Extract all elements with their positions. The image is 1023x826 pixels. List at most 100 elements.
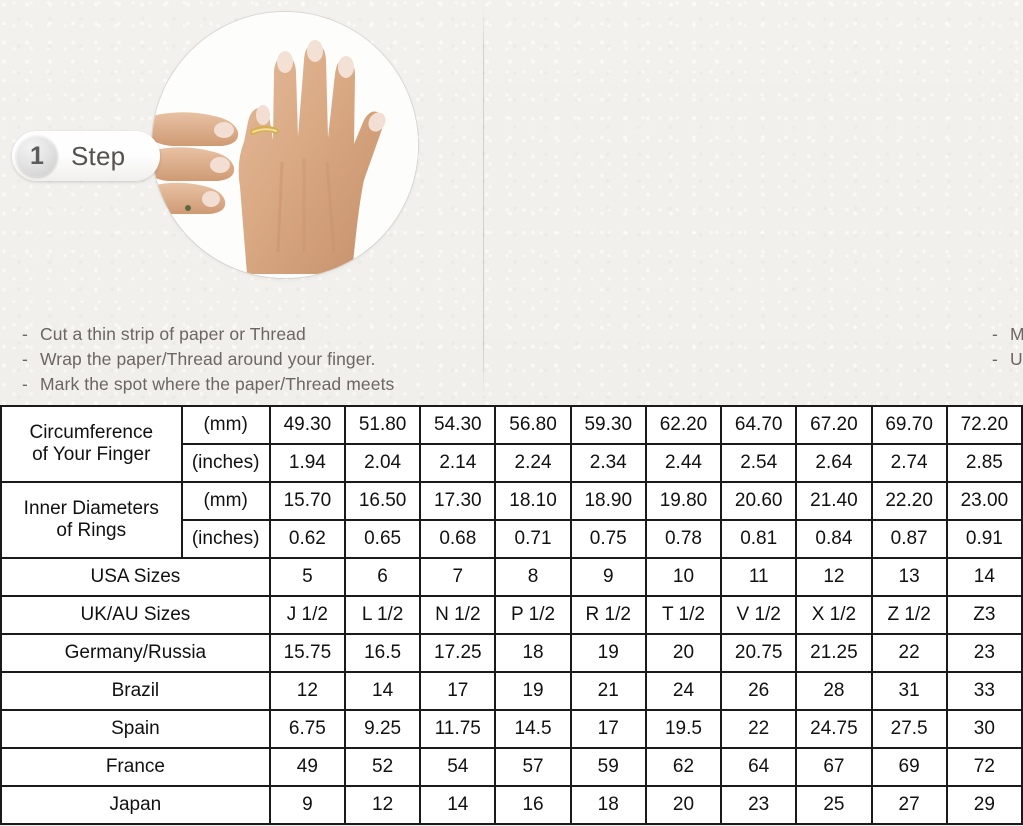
cell: 6 xyxy=(343,557,422,597)
step-1-panel: 1 Step - Cut a thin strip of paper or Th… xyxy=(0,0,483,404)
cell: P 1/2 xyxy=(494,595,572,635)
cell: 11.75 xyxy=(419,709,497,749)
cell: 12 xyxy=(268,671,346,711)
row-label-germany-russia: Germany/Russia xyxy=(0,633,271,673)
row-label-line-2: of Rings xyxy=(56,520,127,541)
step-2-instructions: - Measure the length of the thread with … xyxy=(992,322,1023,372)
cell: 20.60 xyxy=(720,481,798,521)
cell: 49 xyxy=(268,747,346,787)
cell: 2.64 xyxy=(795,443,873,483)
cell: 59 xyxy=(569,747,647,787)
cell: 6.75 xyxy=(268,709,346,749)
unit-cell-inches: (inches) xyxy=(180,519,271,559)
cell: 0.71 xyxy=(494,519,572,559)
table-row-circumference-inches: (inches) 1.94 2.04 2.14 2.24 2.34 2.44 2… xyxy=(1,443,1023,483)
cell: 24.75 xyxy=(795,709,873,749)
row-label-line-1: Inner Diameters xyxy=(23,498,159,519)
cell: 19 xyxy=(569,633,647,673)
cell: 2.74 xyxy=(870,443,948,483)
cell: 11 xyxy=(720,557,798,597)
cell: 0.62 xyxy=(268,519,346,559)
cell: 0.75 xyxy=(569,519,647,559)
cell: R 1/2 xyxy=(569,595,647,635)
cell: 62 xyxy=(644,747,723,787)
cell: 1.94 xyxy=(268,443,346,483)
instruction-line: - Measure the length of the thread with … xyxy=(992,322,1023,347)
cell: 2.04 xyxy=(343,443,422,483)
cell: 2.44 xyxy=(644,443,723,483)
cell: 69.70 xyxy=(870,405,948,445)
cell: 62.20 xyxy=(644,405,723,445)
cell: J 1/2 xyxy=(268,595,346,635)
cell: 57 xyxy=(494,747,572,787)
cell: 33 xyxy=(945,671,1023,711)
step-1-instructions: - Cut a thin strip of paper or Thread - … xyxy=(22,322,477,397)
instruction-text: Mark the spot where the paper/Thread mee… xyxy=(40,374,395,394)
cell: 14 xyxy=(343,671,422,711)
cell: 54.30 xyxy=(419,405,497,445)
cell: 0.78 xyxy=(644,519,723,559)
row-label-brazil: Brazil xyxy=(0,671,271,711)
table-row-inner-diameter-mm: Inner Diameters of Rings (mm) 15.70 16.5… xyxy=(0,481,1023,559)
instruction-line: - Mark the spot where the paper/Thread m… xyxy=(22,372,477,397)
bullet-dash-icon: - xyxy=(22,349,28,369)
cell: 20.75 xyxy=(720,633,798,673)
cell: 64.70 xyxy=(720,405,798,445)
cell: 16.5 xyxy=(343,633,422,673)
cell: 23 xyxy=(720,785,798,825)
cell: 8 xyxy=(494,557,572,597)
cell: 18 xyxy=(494,633,572,673)
cell: 9.25 xyxy=(343,709,422,749)
cell: 19.5 xyxy=(644,709,723,749)
step-1-label: Step xyxy=(71,140,126,171)
cell: 22.20 xyxy=(870,481,948,521)
unit-cell-mm: (mm) xyxy=(180,405,271,445)
table-row-brazil: Brazil 12 14 17 19 21 24 26 28 31 33 xyxy=(0,671,1023,711)
cell: 18.90 xyxy=(569,481,647,521)
cell: 20 xyxy=(644,633,723,673)
cell: 0.87 xyxy=(870,519,948,559)
cell: 2.24 xyxy=(494,443,572,483)
cell: 18 xyxy=(569,785,647,825)
cell: 49.30 xyxy=(268,405,346,445)
instruction-line: - Wrap the paper/Thread around your fing… xyxy=(22,347,477,372)
step-1-number: 1 xyxy=(16,135,58,177)
instruction-text: Wrap the paper/Thread around your finger… xyxy=(40,349,376,369)
row-label-france: France xyxy=(0,747,271,787)
bullet-dash-icon: - xyxy=(22,324,28,344)
cell: 30 xyxy=(945,709,1023,749)
cell: 19.80 xyxy=(644,481,723,521)
cell: V 1/2 xyxy=(720,595,798,635)
row-label-line-2: of Your Finger xyxy=(32,444,151,465)
cell: 7 xyxy=(419,557,497,597)
table-row-circumference-mm: Circumference of Your Finger (mm) 49.30 … xyxy=(0,405,1023,483)
cell: 2.34 xyxy=(569,443,647,483)
cell: 25 xyxy=(795,785,873,825)
cell: 69 xyxy=(870,747,948,787)
bullet-dash-icon: - xyxy=(992,324,998,344)
cell: 2.85 xyxy=(945,443,1023,483)
row-label-circumference: Circumference of Your Finger xyxy=(0,405,183,483)
cell: 23.00 xyxy=(945,481,1023,521)
bullet-dash-icon: - xyxy=(22,374,28,394)
cell: 0.65 xyxy=(343,519,422,559)
ring-size-conversion-table: Circumference of Your Finger (mm) 49.30 … xyxy=(0,405,1023,825)
cell: 21 xyxy=(569,671,647,711)
cell: 67.20 xyxy=(795,405,873,445)
cell: 0.81 xyxy=(720,519,798,559)
cell: 9 xyxy=(268,785,346,825)
cell: 17 xyxy=(419,671,497,711)
table-row-uk-au-sizes: UK/AU Sizes J 1/2 L 1/2 N 1/2 P 1/2 R 1/… xyxy=(0,595,1023,635)
cell: 24 xyxy=(644,671,723,711)
cell: 17 xyxy=(569,709,647,749)
cell: 12 xyxy=(795,557,873,597)
cell: X 1/2 xyxy=(795,595,873,635)
panel-divider xyxy=(483,6,484,396)
bullet-dash-icon: - xyxy=(992,349,998,369)
cell: 72.20 xyxy=(945,405,1023,445)
cell: 2.54 xyxy=(720,443,798,483)
cell: 13 xyxy=(870,557,948,597)
row-label-uk-au-sizes: UK/AU Sizes xyxy=(0,595,271,635)
instruction-text: Measure the length of the thread with yo… xyxy=(1010,324,1023,344)
cell: 20 xyxy=(644,785,723,825)
